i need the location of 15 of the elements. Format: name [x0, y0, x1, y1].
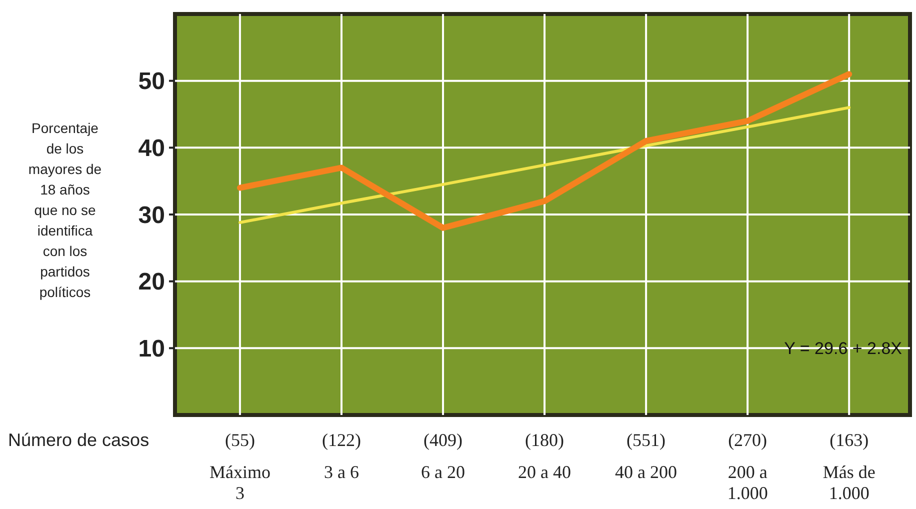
- x-tick-label: (409) 6 a 20: [421, 430, 466, 482]
- x-tick-label: (180) 20 a 40: [518, 430, 572, 482]
- x-tick-label: (551) 40 a 200: [615, 430, 678, 482]
- y-tick-label: 40: [138, 135, 165, 162]
- x-tick-label: (270) 200 a 1.000: [727, 430, 768, 503]
- y-tick-label: 30: [138, 202, 165, 229]
- line-series: [238, 106, 851, 224]
- x-axis-title: Número de casos: [8, 430, 150, 450]
- y-tick-label: 50: [138, 68, 165, 96]
- x-tick-label: (122) 3 a 6: [322, 430, 361, 482]
- x-tick-label: (163) Más de 1.000: [822, 430, 876, 503]
- x-tick-label: (55) Máximo 3: [209, 430, 270, 503]
- text: Porcentaje de los mayores de 18 años que no se identifica con los partidos políticos: [28, 120, 102, 300]
- y-tick-label: 10: [138, 336, 165, 363]
- y-tick-label: 20: [138, 268, 165, 296]
